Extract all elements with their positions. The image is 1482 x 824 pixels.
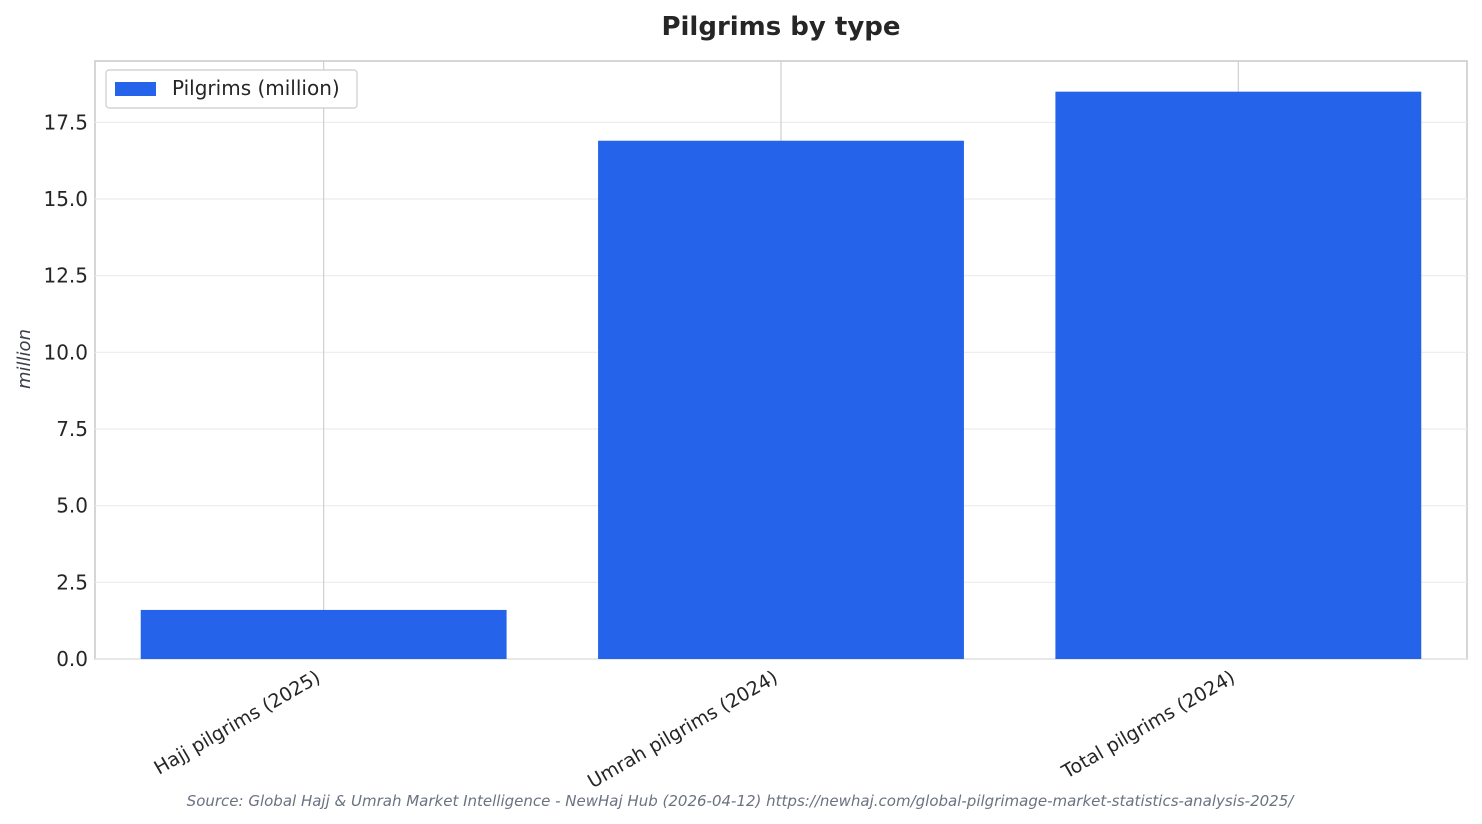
x-tick-label: Hajj pilgrims (2025) — [150, 666, 324, 779]
y-tick-label: 5.0 — [56, 494, 88, 518]
legend: Pilgrims (million) — [105, 69, 358, 109]
x-tick-label: Total pilgrims (2024) — [1057, 666, 1238, 783]
y-axis-label: million — [14, 329, 35, 389]
y-tick-label: 17.5 — [43, 110, 88, 134]
y-tick-label: 2.5 — [56, 570, 88, 594]
y-axis-ticks: 0.0 2.5 5.0 7.5 10.0 12.5 15.0 17.5 — [43, 110, 88, 671]
y-tick-label: 0.0 — [56, 647, 88, 671]
source-note: Source: Global Hajj & Umrah Market Intel… — [187, 792, 1296, 810]
y-tick-label: 12.5 — [43, 264, 88, 288]
y-tick-label: 10.0 — [43, 340, 88, 364]
y-tick-label: 7.5 — [56, 417, 88, 441]
legend-box — [105, 69, 358, 109]
bar — [598, 140, 964, 659]
y-tick-label: 15.0 — [43, 187, 88, 211]
legend-swatch — [115, 82, 156, 96]
bars-layer — [140, 91, 1422, 659]
bar — [1055, 91, 1422, 659]
legend-label: Pilgrims (million) — [172, 76, 340, 100]
x-tick-label: Umrah pilgrims (2024) — [584, 666, 782, 793]
bar — [140, 609, 507, 659]
chart-title: Pilgrims by type — [661, 12, 900, 42]
x-axis-ticks: Hajj pilgrims (2025) Umrah pilgrims (2024… — [150, 666, 1238, 793]
